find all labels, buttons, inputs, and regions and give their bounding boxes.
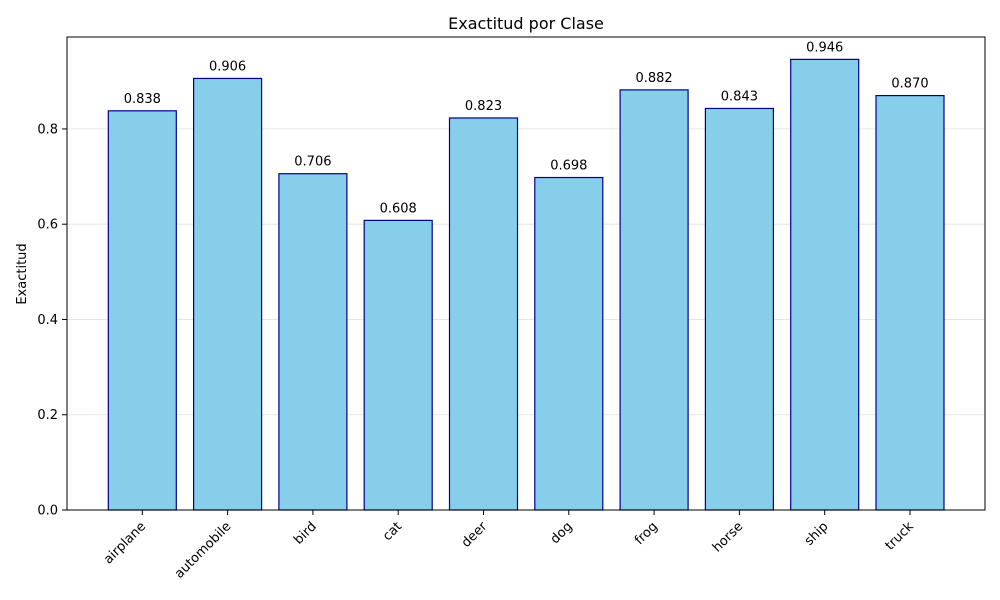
x-tick-label-frog: frog <box>632 519 661 548</box>
value-label-dog: 0.698 <box>550 159 587 174</box>
value-label-ship: 0.946 <box>806 40 843 55</box>
x-tick-label-ship: ship <box>802 519 832 549</box>
chart-title: Exactitud por Clase <box>448 14 604 33</box>
y-tick-label: 0.4 <box>37 313 58 328</box>
bar-bird <box>278 173 348 511</box>
y-tick-label: 0.2 <box>37 408 58 423</box>
x-tick-label-airplane: airplane <box>101 519 149 567</box>
value-label-truck: 0.870 <box>891 77 928 92</box>
value-label-frog: 0.882 <box>635 71 672 86</box>
bar-frog <box>619 89 689 511</box>
bar-cat <box>363 219 433 511</box>
y-axis-label: Exactitud <box>15 243 30 304</box>
value-label-bird: 0.706 <box>294 155 331 170</box>
value-label-horse: 0.843 <box>721 89 758 104</box>
bar-dog <box>534 176 604 511</box>
bar-deer <box>448 117 519 511</box>
value-label-cat: 0.608 <box>380 201 417 216</box>
bar-automobile <box>193 77 263 511</box>
bar-truck <box>875 94 945 511</box>
bar-ship <box>790 58 860 511</box>
x-tick-label-bird: bird <box>291 519 319 547</box>
y-tick-label: 0.8 <box>37 122 58 137</box>
value-labels: 0.838 0.906 0.706 0.608 0.823 0.698 0.882 0.843… <box>124 40 929 216</box>
x-tick-label-dog: dog <box>548 519 576 547</box>
bars <box>107 58 945 511</box>
x-tick-label-cat: cat <box>380 519 405 544</box>
value-label-deer: 0.823 <box>465 99 502 114</box>
y-axis: 0.0 0.2 0.4 0.6 0.8 <box>37 122 67 519</box>
x-axis: airplane automobile bird cat deer dog frog hors… <box>101 510 917 582</box>
value-label-airplane: 0.838 <box>124 92 161 107</box>
y-tick-label: 0.0 <box>37 504 58 519</box>
bar-horse <box>704 107 775 511</box>
value-label-automobile: 0.906 <box>209 59 246 74</box>
bar-airplane <box>107 110 177 511</box>
x-tick-label-deer: deer <box>459 519 491 551</box>
x-tick-label-truck: truck <box>883 519 918 554</box>
x-tick-label-automobile: automobile <box>172 519 234 581</box>
x-tick-label-horse: horse <box>710 519 746 555</box>
plot-frame <box>66 36 986 511</box>
y-tick-label: 0.6 <box>37 218 58 233</box>
